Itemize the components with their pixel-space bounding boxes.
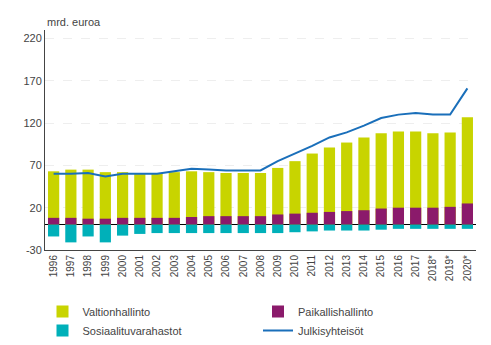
svg-text:70: 70 [30,159,42,171]
svg-text:1997: 1997 [65,255,76,278]
svg-text:2008: 2008 [255,255,266,278]
svg-text:2020*: 2020* [462,255,473,281]
svg-text:2010: 2010 [289,255,300,278]
svg-text:2019*: 2019* [444,255,455,281]
svg-text:20: 20 [30,202,42,214]
svg-text:1996: 1996 [48,255,59,278]
svg-text:2013: 2013 [341,255,352,278]
svg-text:2011: 2011 [306,255,317,277]
svg-text:Paikallishallinto: Paikallishallinto [298,306,373,318]
svg-text:1999: 1999 [100,255,111,278]
svg-text:120: 120 [23,117,41,129]
svg-text:2014: 2014 [358,255,369,278]
svg-text:1998: 1998 [82,255,93,278]
svg-text:-30: -30 [26,244,42,256]
svg-text:Valtionhallinto: Valtionhallinto [83,306,151,318]
svg-text:2005: 2005 [203,255,214,278]
svg-text:220: 220 [23,32,41,44]
svg-text:Sosiaalituvarahastot: Sosiaalituvarahastot [83,325,182,337]
svg-text:2006: 2006 [220,255,231,278]
svg-text:2009: 2009 [272,255,283,278]
svg-text:170: 170 [23,75,41,87]
svg-text:2007: 2007 [238,255,249,278]
svg-text:2015: 2015 [375,255,386,278]
svg-text:2012: 2012 [324,255,335,278]
svg-text:2002: 2002 [151,255,162,278]
svg-text:2003: 2003 [169,255,180,278]
svg-text:Julkisyhteisöt: Julkisyhteisöt [298,325,363,337]
svg-text:2001: 2001 [134,255,145,278]
svg-text:mrd. euroa: mrd. euroa [47,16,101,28]
svg-text:2004: 2004 [186,255,197,278]
svg-text:2018*: 2018* [427,255,438,281]
svg-text:2000: 2000 [117,255,128,278]
svg-text:2017: 2017 [410,255,421,278]
svg-text:2016: 2016 [393,255,404,278]
